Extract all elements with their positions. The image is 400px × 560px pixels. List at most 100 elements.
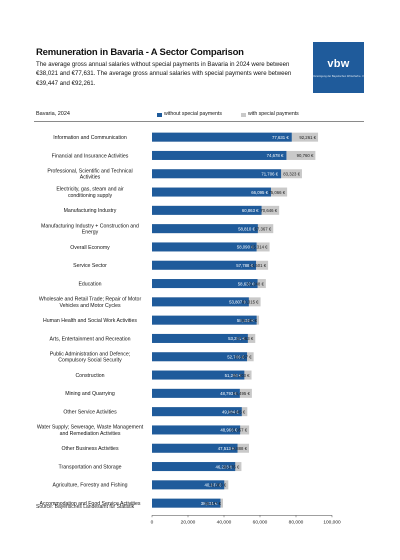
data-label-with: 92,261 € [299,135,316,140]
x-tick-label: 100,000 [323,519,341,525]
data-label-without: 53,807 € [229,300,246,305]
logo-text: vbw [327,58,350,70]
data-label-with: 49,676 € [223,464,240,469]
category-label: Agriculture, Forestry and Fishing [53,483,128,489]
x-tick-label: 0 [151,519,154,525]
bar-without-special-payments [152,352,248,362]
data-label-without: 58,090 € [237,245,254,250]
data-label-with: 75,066 € [268,190,285,195]
bar-without-special-payments [152,260,257,270]
category-label: Transportation and Storage [59,464,122,470]
bar-without-special-payments [152,224,258,234]
data-label-with: 52,945 € [229,409,246,414]
bar-without-special-payments [152,279,258,289]
data-label-without: 71,706 € [261,171,278,176]
category-label: Service Sector [73,263,107,269]
data-label-with: 64,501 € [249,263,266,268]
data-label-without: 52,795 € [227,354,244,359]
panel-label: Bavaria, 2024 [36,111,70,117]
data-label-without: 58,637 € [238,281,255,286]
bar-without-special-payments [152,169,282,179]
bar-without-special-payments [152,407,242,417]
data-label-without: 48,965 € [220,428,237,433]
bar-without-special-payments [152,370,245,380]
bar-without-special-payments [152,315,257,325]
category-label: Mining and Quarrying [65,391,115,397]
bar-without-special-payments [152,205,262,215]
category-label: Electricity, gas, steam and air condition… [56,187,124,199]
category-label: Other Service Activities [63,409,117,415]
bar-without-special-payments [152,462,236,472]
bar-without-special-payments [152,150,287,160]
data-label-without: 74,678 € [267,153,284,158]
category-label: Education [78,281,101,287]
data-label-without: 60,863 € [242,208,259,213]
category-label: Overall Economy [70,245,110,251]
header-divider [34,121,364,122]
data-label-without: 53,251 € [228,336,245,341]
category-label: Information and Communication [53,135,127,141]
bar-without-special-payments [152,498,221,508]
data-label-without: 48,793 € [220,391,237,396]
data-label-with: 59,480 € [240,318,257,323]
data-label-without: 58,132 € [237,318,254,323]
bar-without-special-payments [152,297,249,307]
data-label-with: 60,315 € [242,300,259,305]
data-label-with: 53,888 € [230,446,247,451]
data-label-with: 55,495 € [233,391,250,396]
data-label-without: 77,631 € [272,135,289,140]
data-label-with: 55,303 € [233,373,250,378]
x-tick-label: 60,000 [253,519,268,525]
data-label-without: 40,137 € [205,483,222,488]
legend-swatch-without [157,113,162,117]
data-label-without: 66,095 € [251,190,268,195]
category-label: Manufacturing Industry [64,208,117,214]
data-label-with: 42,383 € [210,483,227,488]
data-label-with: 53,957 € [230,428,247,433]
data-label-with: 63,248 € [247,281,264,286]
data-label-with: 70,646 € [260,208,277,213]
legend-swatch-with [241,113,246,117]
category-label: Manufacturing Industry + Construction an… [41,223,139,235]
category-label: Wholesale and Retail Trade; Repair of Mo… [39,297,142,309]
data-label-without: 47,513 € [218,446,235,451]
data-label-without: 49,884 € [222,409,239,414]
bar-without-special-payments [152,242,257,252]
category-label: Financial and Insurance Activities [52,153,129,159]
bar-without-special-payments [152,480,225,490]
page-subtitle: The average gross annual salaries withou… [36,61,292,87]
category-label: Arts, Entertainment and Recreation [49,336,130,342]
category-label: Water Supply; Sewerage, Waste Management… [37,425,144,437]
bar-without-special-payments [152,388,240,398]
data-label-without: 51,294 € [225,373,242,378]
data-label-without: 58,810 € [238,226,255,231]
data-label-without: 38,021 € [201,501,218,506]
x-tick-label: 40,000 [217,519,232,525]
data-label-without: 57,788 € [236,263,253,268]
bar-without-special-payments [152,443,238,453]
data-label-with: 65,314 € [251,245,268,250]
data-label-with: 56,467 € [235,354,252,359]
category-label: Other Business Activities [61,446,118,452]
category-label: Construction [75,373,104,379]
page-title: Remuneration in Bavaria - A Sector Compa… [36,47,244,58]
bar-without-special-payments [152,187,271,197]
data-label-without: 46,228 € [215,464,232,469]
bar-without-special-payments [152,425,241,435]
category-label: Professional, Scientific and Technical Ac… [47,168,132,180]
legend-label-without: without special payments [164,111,222,117]
data-label-with: 39,447 € [204,501,221,506]
bar-without-special-payments [152,132,292,142]
data-label-with: 57,363 € [237,336,254,341]
x-tick-label: 80,000 [289,519,304,525]
vbw-logo: vbw Vereinigung der Bayerischen Wirtscha… [313,42,364,93]
logo-subtext: Vereinigung der Bayerischen Wirtschaft e… [313,75,365,78]
data-label-with: 67,367 € [255,226,272,231]
legend-label-with: with special payments [248,111,299,117]
category-label: Accommodation and Food Service Activitie… [40,501,141,507]
data-label-with: 90,760 € [297,153,314,158]
category-label: Public Administration and Defence; Compul… [50,351,130,363]
x-tick-label: 20,000 [181,519,196,525]
category-label: Human Health and Social Work Activities [43,318,137,324]
